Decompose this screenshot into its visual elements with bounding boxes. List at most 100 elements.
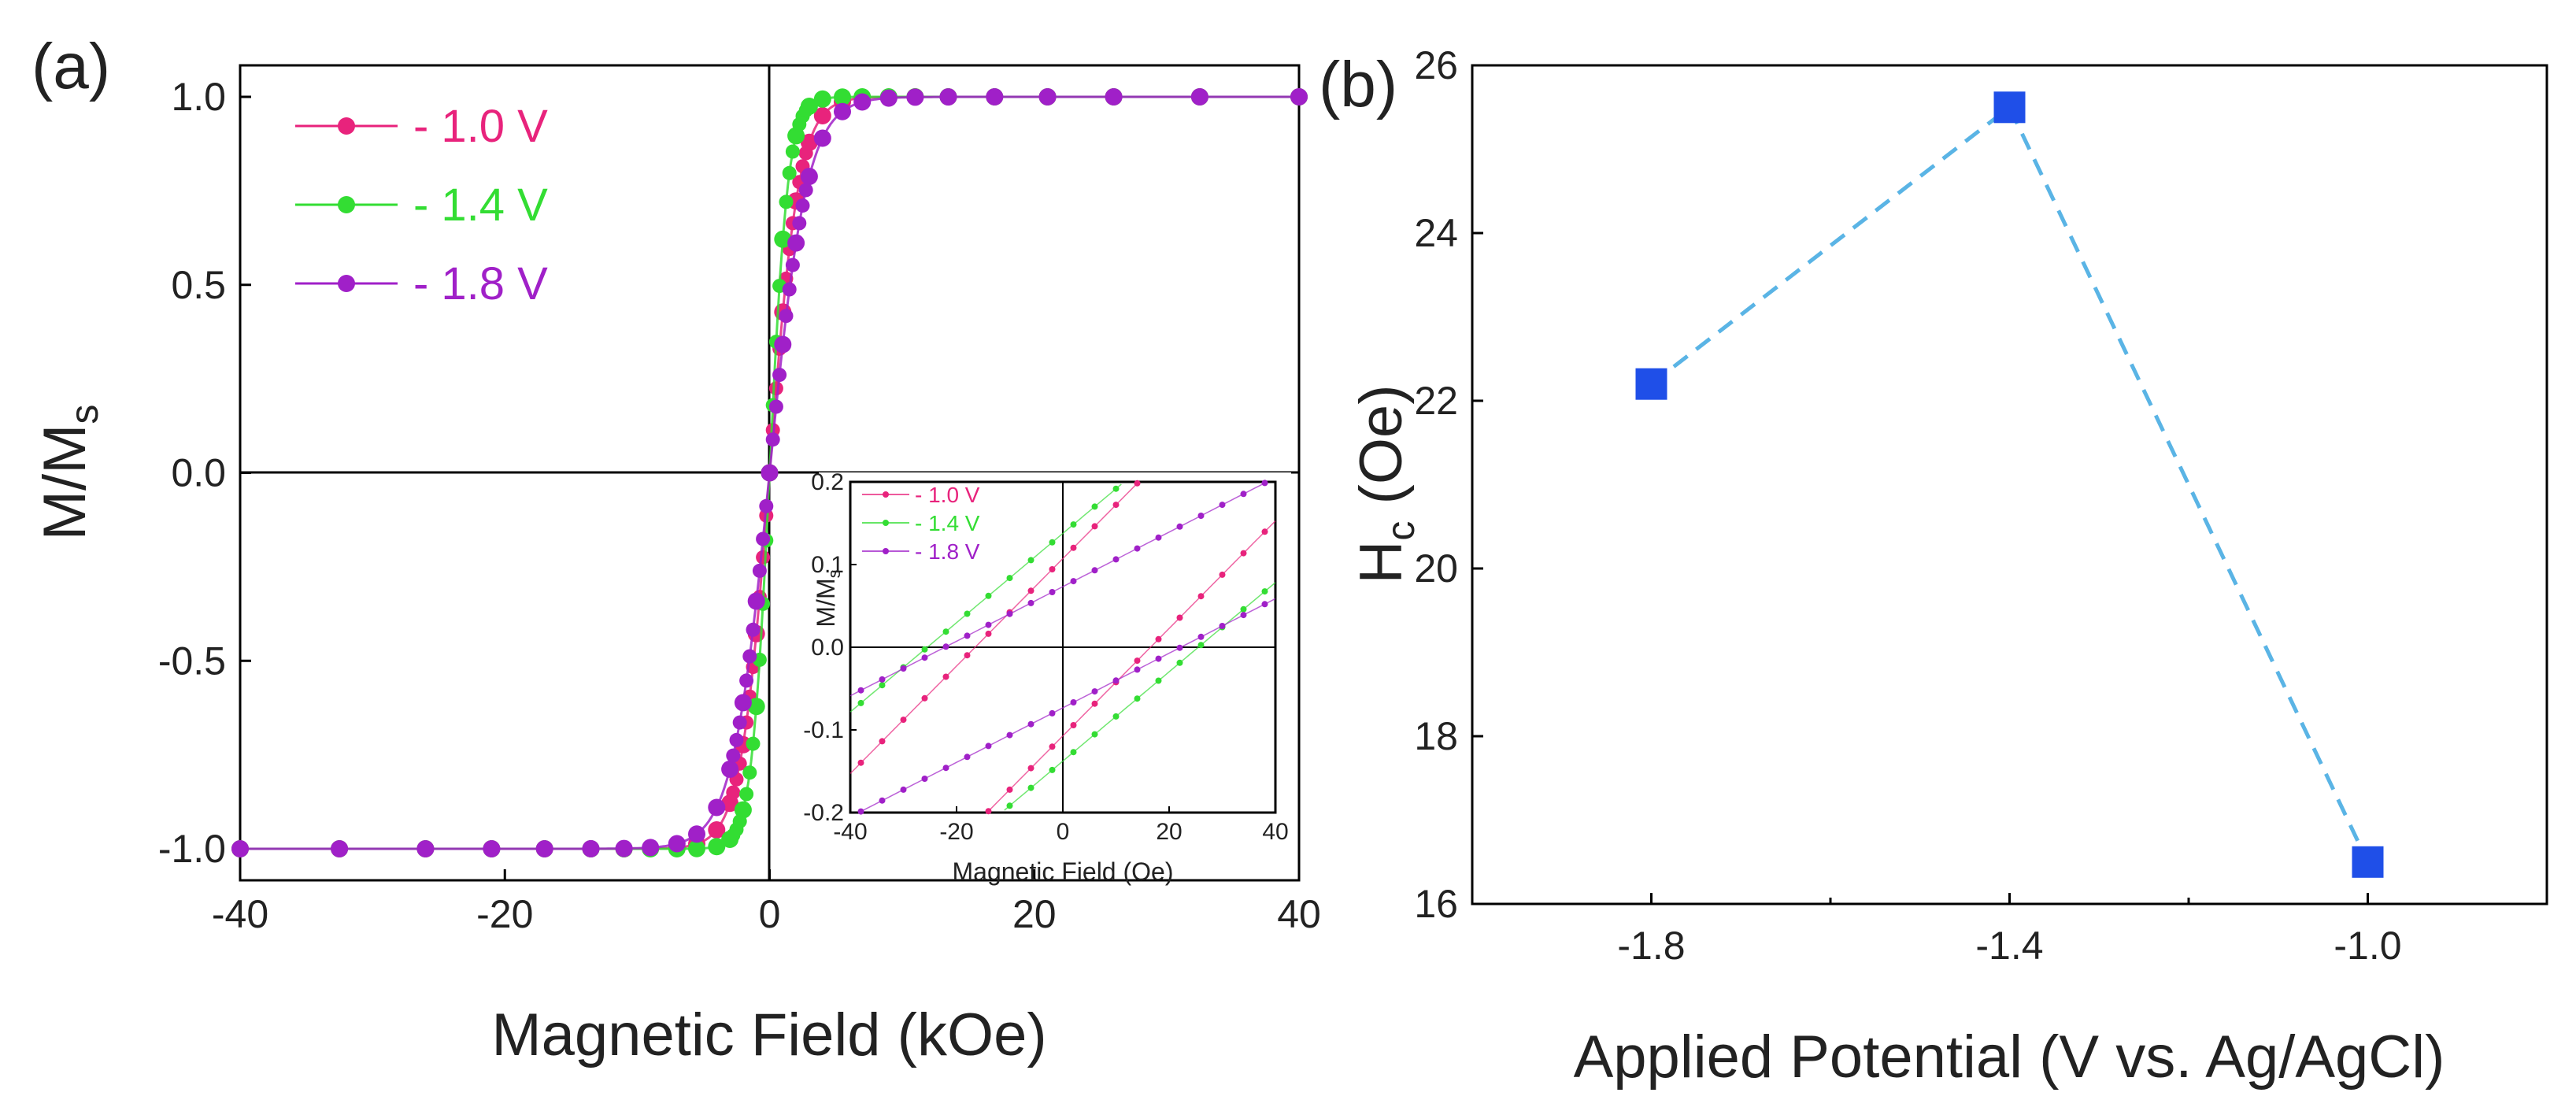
- inset-data-point: [964, 754, 971, 761]
- panel-a-data-point: [726, 785, 741, 800]
- panel-a-data-point: [768, 381, 783, 396]
- panel-b-y-axis-title-main: H: [1348, 541, 1415, 584]
- inset-data-point: [1070, 544, 1077, 551]
- inset-ticks: [849, 481, 1276, 813]
- inset-data-point: [1219, 571, 1226, 578]
- panel-a-data-point: [782, 282, 797, 297]
- panel-a-data-point: [879, 89, 898, 107]
- inset-series-line: [987, 520, 1276, 812]
- panel-a-data-point: [782, 165, 797, 180]
- inset-data-point: [1261, 588, 1268, 595]
- inset-data-point: [1112, 485, 1120, 492]
- inset-data-point: [1027, 720, 1034, 728]
- panel-a-data-point: [813, 107, 831, 124]
- inset-series-line: [849, 483, 1122, 713]
- panel-a-data-point: [742, 649, 757, 664]
- panel-a-data-point: [735, 695, 750, 710]
- panel-a-data-point: [615, 839, 633, 857]
- inset-data-point: [1049, 589, 1056, 595]
- legend-marker-1: [338, 117, 355, 135]
- panel-a-data-point: [801, 135, 816, 150]
- inset-data-point: [1112, 677, 1120, 684]
- panel-a-data-point: [853, 93, 872, 111]
- panel-a-data-point: [756, 531, 771, 546]
- inset-data-point: [1070, 749, 1077, 756]
- panel-a-y-tick-label: 0.0: [171, 451, 226, 495]
- inset-x-axis-title: Magnetic Field (Oe): [953, 857, 1174, 886]
- inset-data-point: [921, 654, 928, 661]
- panel-a-data-point: [801, 99, 816, 113]
- inset-data-point: [985, 592, 992, 599]
- inset-y-axis-title-subscript: s: [824, 569, 844, 578]
- inset-data-point: [1070, 722, 1077, 728]
- panel-a-y-tick-label: -0.5: [158, 639, 226, 683]
- inset-data-point: [1134, 545, 1141, 552]
- inset-data-point: [1049, 766, 1056, 773]
- panel-a-x-tick-label: 40: [1277, 892, 1321, 936]
- legend-marker-3: [338, 275, 355, 292]
- panel-a-y-axis-title-main: M/M: [31, 424, 98, 541]
- inset-data-point: [857, 759, 864, 766]
- inset-data-point: [1027, 587, 1034, 594]
- inset-data-point: [1197, 513, 1205, 519]
- inset-data-point: [857, 699, 864, 706]
- inset-data-point: [900, 665, 907, 672]
- legend-label-1: - 1.0 V: [413, 101, 548, 152]
- panel-b-y-tick-label: 16: [1414, 882, 1458, 926]
- panel-a-data-point: [779, 309, 794, 324]
- panel-a-data-point: [483, 840, 501, 857]
- inset-legend: - 1.0 V - 1.4 V - 1.8 V: [862, 483, 980, 564]
- panel-a-y-axis-title: M/Ms: [31, 405, 106, 541]
- inset-data-point: [1261, 528, 1268, 535]
- panel-a-data-point: [792, 216, 807, 231]
- inset-data-point: [1219, 502, 1226, 509]
- inset-data-point: [1112, 713, 1120, 720]
- panel-a-data-point: [582, 839, 600, 857]
- inset-data-point: [1197, 633, 1205, 640]
- inset-data-point: [1091, 688, 1098, 695]
- inset-data-point: [1155, 655, 1162, 662]
- inset-series-line: [849, 483, 1138, 774]
- inset-tick-labels: -40 -20 0 20 40 0.2 0.1 0.0 -0.1 -0.2: [803, 469, 1288, 845]
- inset-data-point: [1176, 644, 1183, 651]
- inset-y-tick-label: 0.1: [811, 552, 844, 578]
- panel-a-data-point: [331, 840, 349, 857]
- panel-a-data-point: [535, 840, 553, 857]
- panel-a-data-point: [765, 432, 780, 447]
- legend-label-2: - 1.4 V: [413, 180, 548, 231]
- panel-a-data-point: [746, 736, 761, 751]
- panel-b-y-tick-label: 22: [1414, 379, 1458, 423]
- panel-a-data-point: [723, 796, 738, 811]
- inset-data-point: [1049, 539, 1056, 546]
- panel-a-data-point: [688, 839, 705, 857]
- panel-a-data-point: [798, 183, 813, 198]
- panel-a-data-point: [732, 715, 747, 730]
- panel-a-data-point: [732, 814, 747, 829]
- panel-a-y-axis-title-subscript: s: [62, 405, 106, 424]
- panel-b-dashed-line: [1649, 104, 2370, 863]
- inset-data-point: [1091, 567, 1098, 574]
- panel-a-data-point: [708, 838, 726, 856]
- inset-x-tick-label: 20: [1156, 819, 1182, 845]
- inset-data-point: [921, 776, 928, 782]
- panel-a-data-point: [1105, 88, 1123, 106]
- inset-data-point: [1261, 480, 1268, 487]
- panel-a-data-point: [986, 88, 1004, 106]
- panel-b-data-point: [1993, 91, 2026, 124]
- panel-a-data-point: [1038, 88, 1057, 106]
- panel-a-series-group: [231, 88, 1308, 857]
- panel-a-data-point: [746, 622, 761, 637]
- panel-a-data-point: [739, 673, 754, 688]
- inset-data-point: [1049, 566, 1056, 572]
- panel-b-y-tick-label: 20: [1414, 546, 1458, 591]
- panel-b-label: (b): [1319, 49, 1397, 120]
- inset-data-point: [1134, 657, 1141, 665]
- inset-y-axis-title: M/Ms: [812, 569, 844, 627]
- panel-a-data-point: [785, 144, 800, 159]
- inset-data-point: [1240, 612, 1247, 619]
- panel-a-x-tick-label: 20: [1012, 892, 1057, 936]
- inset-series-group: [849, 480, 1276, 815]
- panel-a-data-point: [1190, 88, 1208, 106]
- inset-data-point: [1112, 502, 1120, 509]
- inset-data-point: [1091, 731, 1098, 738]
